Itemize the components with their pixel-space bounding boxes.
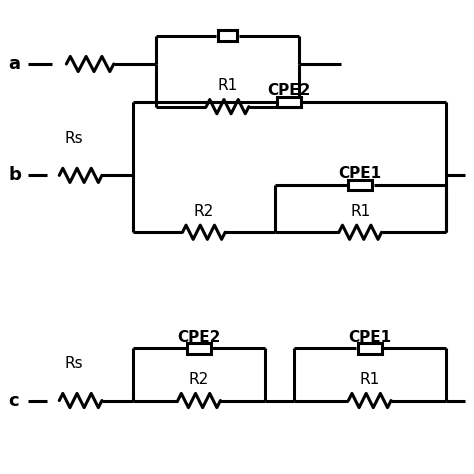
Text: CPE2: CPE2 [177,329,221,345]
Text: R2: R2 [194,204,214,219]
Bar [218,30,237,41]
Text: Rs: Rs [64,131,83,146]
Text: Rs: Rs [64,356,83,371]
Text: R1: R1 [350,204,370,219]
Bar [187,343,211,354]
Text: a: a [9,55,20,73]
Text: R2: R2 [189,372,209,387]
Text: CPE2: CPE2 [267,83,311,98]
Text: R1: R1 [218,78,237,93]
Bar [277,97,301,107]
Bar [348,180,372,190]
Bar [358,343,382,354]
Text: CPE1: CPE1 [339,166,382,181]
Text: R1: R1 [360,372,380,387]
Text: CPE1: CPE1 [348,329,391,345]
Text: c: c [9,392,19,410]
Text: b: b [9,166,21,184]
